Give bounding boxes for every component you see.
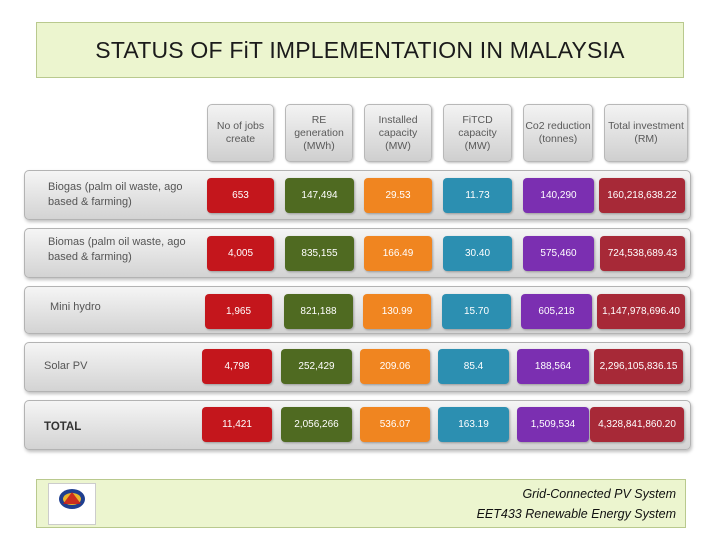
header-installed: Installed capacity (MW) xyxy=(364,104,432,162)
unimap-logo-icon xyxy=(52,489,92,515)
header-jobs: No of jobs create xyxy=(207,104,274,162)
cell-hydro-jobs: 1,965 xyxy=(205,294,272,329)
cell-total-installed: 536.07 xyxy=(360,407,430,442)
header-co2-label: Co2 reduction (tonnes) xyxy=(525,120,591,145)
header-generation: RE generation (MWh) xyxy=(285,104,353,162)
row-biogas-label: Biogas (palm oil waste, ago based & farm… xyxy=(48,181,183,208)
cell-hydro-installed: 130.99 xyxy=(363,294,431,329)
cell-biomas-jobs: 4,005 xyxy=(207,236,274,271)
cell-biogas-investment: 160,218,638.22 xyxy=(599,178,685,213)
cell-total-co2: 1,509,534 xyxy=(517,407,589,442)
slide-title-box: STATUS OF FiT IMPLEMENTATION IN MALAYSIA xyxy=(36,22,684,78)
cell-biomas-fitcd: 30.40 xyxy=(443,236,512,271)
header-generation-label: RE generation (MWh) xyxy=(294,113,344,152)
cell-biogas-generation: 147,494 xyxy=(285,178,354,213)
cell-biogas-jobs: 653 xyxy=(207,178,274,213)
cell-total-generation: 2,056,266 xyxy=(281,407,352,442)
header-installed-label: Installed capacity (MW) xyxy=(378,113,418,152)
cell-biomas-generation: 835,155 xyxy=(285,236,354,271)
cell-hydro-investment: 1,147,978,696.40 xyxy=(597,294,685,329)
cell-biomas-installed: 166.49 xyxy=(364,236,432,271)
cell-hydro-generation: 821,188 xyxy=(284,294,353,329)
cell-solar-installed: 209.06 xyxy=(360,349,430,384)
cell-total-fitcd: 163.19 xyxy=(438,407,509,442)
row-mini-hydro-label: Mini hydro xyxy=(50,301,101,313)
header-investment-label: Total investment (RM) xyxy=(608,120,684,145)
cell-solar-fitcd: 85.4 xyxy=(438,349,509,384)
unimap-logo xyxy=(48,483,96,525)
header-fitcd-label: FiTCD capacity (MW) xyxy=(458,113,497,152)
cell-hydro-co2: 605,218 xyxy=(521,294,592,329)
header-co2: Co2 reduction (tonnes) xyxy=(523,104,593,162)
cell-total-investment: 4,328,841,860.20 xyxy=(590,407,684,442)
row-total-label: TOTAL xyxy=(44,421,82,433)
footer-line-2: EET433 Renewable Energy System xyxy=(476,507,676,521)
header-investment: Total investment (RM) xyxy=(604,104,688,162)
row-biomas-label: Biomas (palm oil waste, ago based & farm… xyxy=(48,236,186,263)
row-solar-pv-label: Solar PV xyxy=(44,360,88,372)
cell-biomas-investment: 724,538,689.43 xyxy=(600,236,685,271)
cell-biogas-fitcd: 11.73 xyxy=(443,178,512,213)
cell-solar-jobs: 4,798 xyxy=(202,349,272,384)
footer-line-1: Grid-Connected PV System xyxy=(522,487,676,501)
header-fitcd: FiTCD capacity (MW) xyxy=(443,104,512,162)
cell-hydro-fitcd: 15.70 xyxy=(442,294,511,329)
header-jobs-label: No of jobs create xyxy=(216,120,265,145)
cell-solar-investment: 2,296,105,836.15 xyxy=(594,349,683,384)
cell-biomas-co2: 575,460 xyxy=(523,236,594,271)
cell-biogas-co2: 140,290 xyxy=(523,178,594,213)
cell-biogas-installed: 29.53 xyxy=(364,178,432,213)
cell-total-jobs: 11,421 xyxy=(202,407,272,442)
footer-box xyxy=(36,479,686,528)
cell-solar-co2: 188,564 xyxy=(517,349,589,384)
slide-title: STATUS OF FiT IMPLEMENTATION IN MALAYSIA xyxy=(95,36,625,63)
cell-solar-generation: 252,429 xyxy=(281,349,352,384)
